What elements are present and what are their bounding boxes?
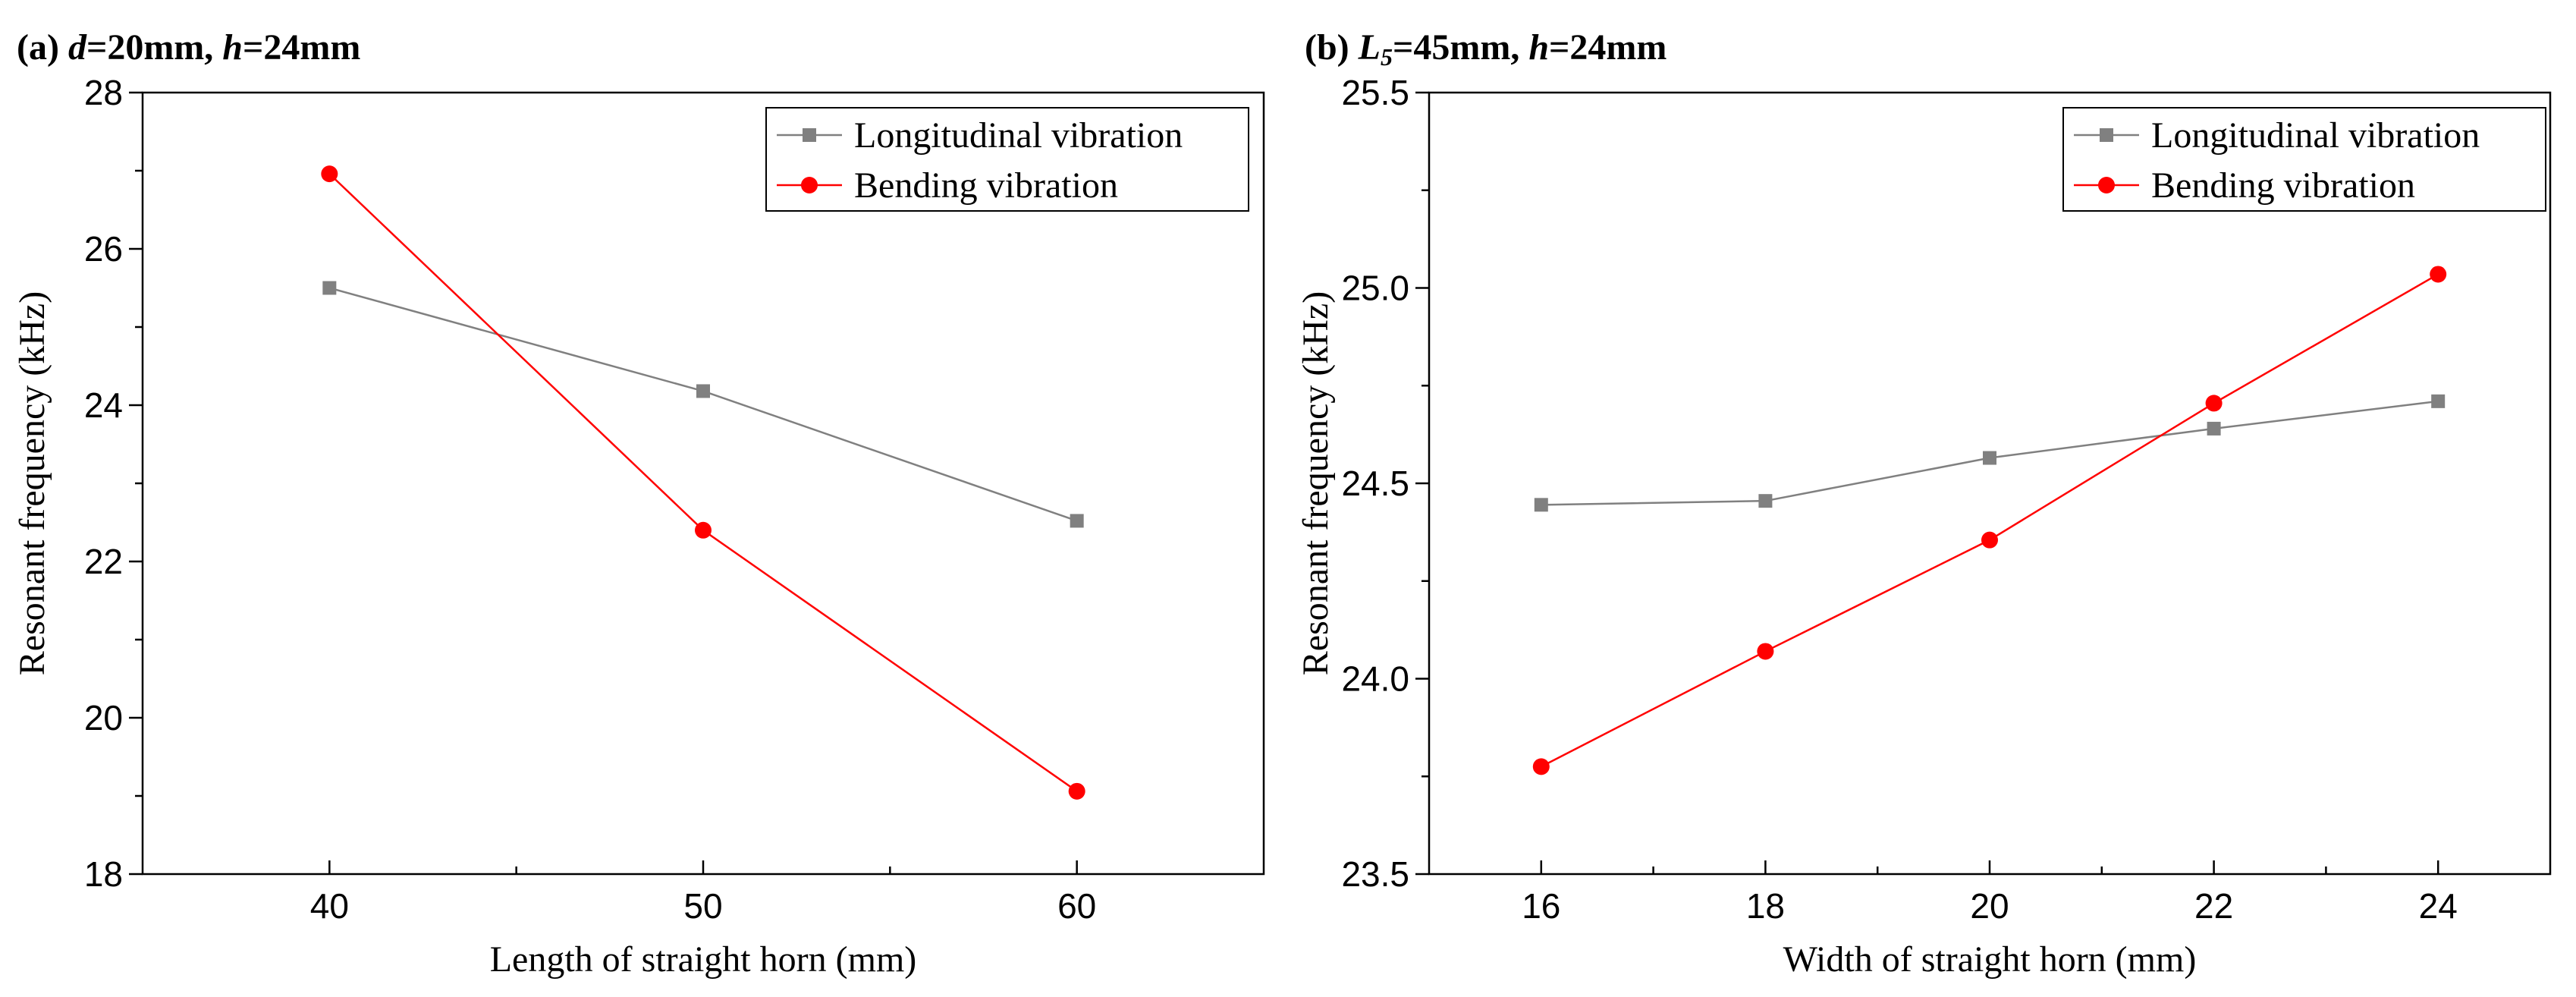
title-part: h <box>222 27 243 68</box>
title-part: =45mm, <box>1393 27 1528 68</box>
legend-label: Longitudinal vibration <box>854 115 1183 156</box>
x-tick-label: 22 <box>2194 886 2233 926</box>
x-tick-label: 16 <box>1522 886 1560 926</box>
data-point-square <box>1758 494 1773 508</box>
y-tick-label: 28 <box>84 73 123 112</box>
data-point-square <box>2207 421 2221 436</box>
x-tick-label: 50 <box>683 886 722 926</box>
x-tick-label: 18 <box>1746 886 1785 926</box>
data-point-square <box>1534 498 1548 512</box>
data-point-circle <box>1532 758 1550 775</box>
series-longitudinal <box>322 281 1084 528</box>
data-point-circle <box>2205 395 2223 412</box>
legend-label: Longitudinal vibration <box>2151 115 2480 156</box>
y-tick-label: 25.0 <box>1341 269 1409 308</box>
data-point-square <box>696 384 710 398</box>
legend-label: Bending vibration <box>2151 165 2415 206</box>
series-line <box>1541 273 2439 768</box>
series-bending <box>1532 266 2447 775</box>
title-part: =20mm, <box>86 27 222 68</box>
series-longitudinal <box>1534 394 2446 512</box>
data-point-square <box>1983 451 1996 465</box>
title-part: L <box>1358 27 1381 68</box>
legend: Longitudinal vibration Bending vibration <box>2062 107 2546 212</box>
data-point-square <box>1070 514 1084 528</box>
y-tick-label: 24.5 <box>1341 464 1409 503</box>
y-tick-label: 24.0 <box>1341 659 1409 699</box>
x-axis-label: Length of straight horn (mm) <box>490 939 917 980</box>
y-tick-label: 25.5 <box>1341 73 1409 112</box>
data-point-circle <box>695 521 712 539</box>
legend: Longitudinal vibration Bending vibration <box>765 107 1249 212</box>
x-tick-label: 24 <box>2419 886 2458 926</box>
title-part: d <box>68 27 87 68</box>
data-point-circle <box>1757 643 1774 660</box>
title-part: =24mm <box>243 27 360 68</box>
panel-a: (a) d=20mm, h=24mm 40 50 60 18 20 22 24 26 28 Leng… <box>12 27 1265 980</box>
series-bending <box>321 165 1085 800</box>
title-part: h <box>1528 27 1549 68</box>
x-axis-label: Width of straight horn (mm) <box>1783 939 2197 980</box>
panel-b: (b) L5=45mm, h=24mm 16 18 20 22 24 23.5 24.0 24.… <box>1296 27 2552 980</box>
y-tick-label: 20 <box>84 698 123 738</box>
data-point-circle <box>2430 266 2447 283</box>
panel-title: (a) d=20mm, h=24mm <box>17 27 360 68</box>
legend-box <box>2062 107 2546 212</box>
legend-marker-square <box>803 128 816 142</box>
series-line <box>329 287 1078 522</box>
data-point-square <box>322 281 337 295</box>
title-part: (b) <box>1305 27 1359 68</box>
y-tick-label: 18 <box>84 854 123 894</box>
legend-label: Bending vibration <box>854 165 1118 206</box>
y-axis-label: Resonant frequency (kHz) <box>1296 291 1336 675</box>
y-tick-label: 24 <box>84 385 123 425</box>
data-point-circle <box>1068 782 1085 800</box>
data-point-circle <box>1981 531 1998 549</box>
title-part: =24mm <box>1549 27 1667 68</box>
x-tick-label: 20 <box>1970 886 2009 926</box>
legend-marker-circle <box>801 177 818 193</box>
y-axis-label: Resonant frequency (kHz) <box>12 291 52 675</box>
y-tick-label: 22 <box>84 542 123 581</box>
legend-box <box>765 107 1249 212</box>
legend-marker-square <box>2100 128 2113 142</box>
legend-marker-circle <box>2098 177 2115 193</box>
panel-title: (b) L5=45mm, h=24mm <box>1305 27 1667 71</box>
x-tick-label: 40 <box>310 886 349 926</box>
data-point-square <box>2431 394 2446 408</box>
y-tick-label: 23.5 <box>1341 854 1409 894</box>
data-point-circle <box>321 165 338 183</box>
x-tick-label: 60 <box>1057 886 1096 926</box>
title-part: 5 <box>1381 43 1393 71</box>
y-tick-label: 26 <box>84 229 123 269</box>
title-part: (a) <box>17 27 68 68</box>
